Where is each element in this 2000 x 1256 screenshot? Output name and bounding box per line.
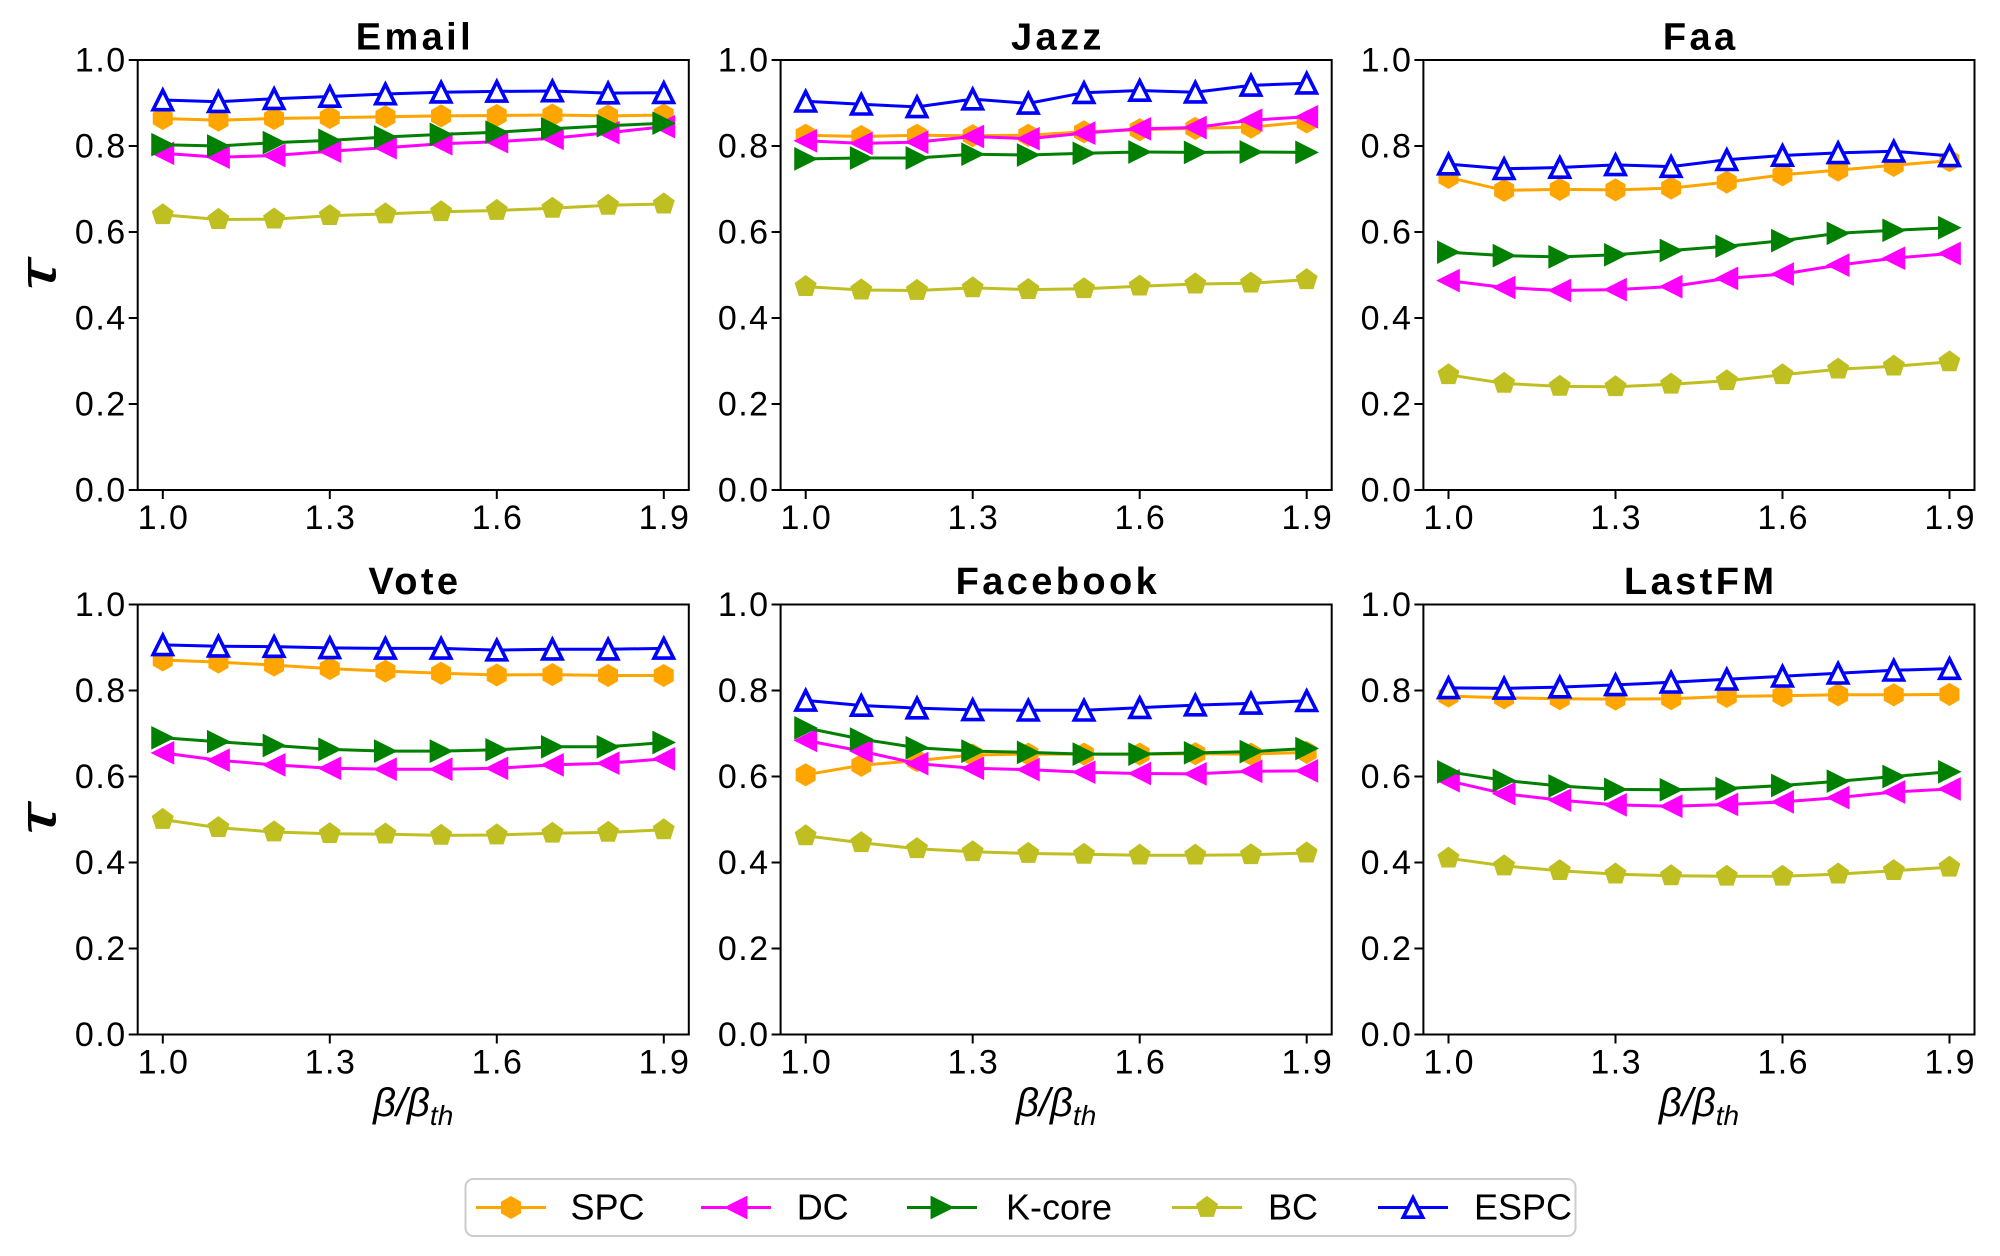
svg-text:1.0: 1.0: [781, 1044, 833, 1082]
svg-text:0.0: 0.0: [1361, 1016, 1413, 1054]
svg-text:0.6: 0.6: [718, 214, 770, 252]
svg-text:1.0: 1.0: [781, 499, 833, 537]
svg-text:0.4: 0.4: [1361, 300, 1413, 338]
svg-text:0.4: 0.4: [718, 300, 770, 338]
svg-text:0.6: 0.6: [718, 758, 770, 796]
svg-text:1.9: 1.9: [1924, 1044, 1976, 1082]
svg-text:0.2: 0.2: [1361, 930, 1413, 968]
svg-text:1.0: 1.0: [138, 499, 190, 537]
svg-text:1.0: 1.0: [1361, 42, 1413, 80]
svg-text:0.2: 0.2: [1361, 386, 1413, 424]
svg-text:0.2: 0.2: [75, 386, 127, 424]
svg-text:1.0: 1.0: [1423, 1044, 1475, 1082]
svg-text:1.0: 1.0: [75, 42, 127, 80]
svg-text:1.0: 1.0: [75, 586, 127, 624]
svg-text:Email: Email: [356, 17, 474, 59]
svg-text:1.0: 1.0: [718, 586, 770, 624]
svg-text:1.9: 1.9: [1282, 499, 1334, 537]
svg-text:0.2: 0.2: [718, 930, 770, 968]
svg-text:0.6: 0.6: [75, 214, 127, 252]
svg-text:1.3: 1.3: [1590, 499, 1642, 537]
svg-text:0.8: 0.8: [1361, 128, 1413, 166]
svg-text:ESPC: ESPC: [1474, 1187, 1572, 1228]
svg-text:0.0: 0.0: [75, 472, 127, 510]
svg-text:1.9: 1.9: [639, 499, 691, 537]
svg-text:BC: BC: [1268, 1187, 1318, 1228]
svg-text:1.6: 1.6: [1115, 499, 1167, 537]
svg-text:0.8: 0.8: [718, 672, 770, 710]
svg-text:0.6: 0.6: [75, 758, 127, 796]
svg-text:1.3: 1.3: [1590, 1044, 1642, 1082]
svg-text:1.0: 1.0: [138, 1044, 190, 1082]
svg-text:1.0: 1.0: [1361, 586, 1413, 624]
svg-text:0.8: 0.8: [75, 672, 127, 710]
svg-text:Faa: Faa: [1663, 17, 1739, 59]
svg-text:DC: DC: [797, 1187, 849, 1228]
svg-text:1.6: 1.6: [472, 1044, 524, 1082]
svg-text:0.4: 0.4: [718, 844, 770, 882]
svg-text:K-core: K-core: [1006, 1187, 1112, 1228]
svg-text:1.9: 1.9: [639, 1044, 691, 1082]
svg-text:0.6: 0.6: [1361, 758, 1413, 796]
svg-text:1.3: 1.3: [305, 1044, 357, 1082]
svg-text:Facebook: Facebook: [956, 561, 1161, 603]
svg-text:1.9: 1.9: [1924, 499, 1976, 537]
svg-text:1.6: 1.6: [1757, 499, 1809, 537]
svg-text:1.0: 1.0: [1423, 499, 1475, 537]
svg-text:0.0: 0.0: [75, 1016, 127, 1054]
svg-text:0.6: 0.6: [1361, 214, 1413, 252]
svg-text:Jazz: Jazz: [1011, 17, 1105, 59]
svg-text:1.6: 1.6: [1115, 1044, 1167, 1082]
svg-text:0.8: 0.8: [718, 128, 770, 166]
svg-text:0.0: 0.0: [718, 472, 770, 510]
svg-text:0.2: 0.2: [718, 386, 770, 424]
svg-text:1.6: 1.6: [1757, 1044, 1809, 1082]
svg-text:1.3: 1.3: [948, 499, 1000, 537]
svg-text:τ: τ: [9, 256, 67, 291]
svg-text:0.0: 0.0: [1361, 472, 1413, 510]
svg-text:0.0: 0.0: [718, 1016, 770, 1054]
svg-text:0.2: 0.2: [75, 930, 127, 968]
svg-text:1.9: 1.9: [1282, 1044, 1334, 1082]
svg-text:τ: τ: [9, 801, 67, 836]
svg-text:0.8: 0.8: [75, 128, 127, 166]
svg-text:0.4: 0.4: [75, 300, 127, 338]
svg-text:LastFM: LastFM: [1624, 561, 1777, 603]
svg-text:0.4: 0.4: [75, 844, 127, 882]
svg-text:Vote: Vote: [368, 561, 461, 603]
svg-text:0.4: 0.4: [1361, 844, 1413, 882]
svg-text:1.6: 1.6: [472, 499, 524, 537]
svg-text:1.3: 1.3: [948, 1044, 1000, 1082]
svg-text:SPC: SPC: [571, 1187, 645, 1228]
svg-text:1.3: 1.3: [305, 499, 357, 537]
svg-text:1.0: 1.0: [718, 42, 770, 80]
svg-text:0.8: 0.8: [1361, 672, 1413, 710]
